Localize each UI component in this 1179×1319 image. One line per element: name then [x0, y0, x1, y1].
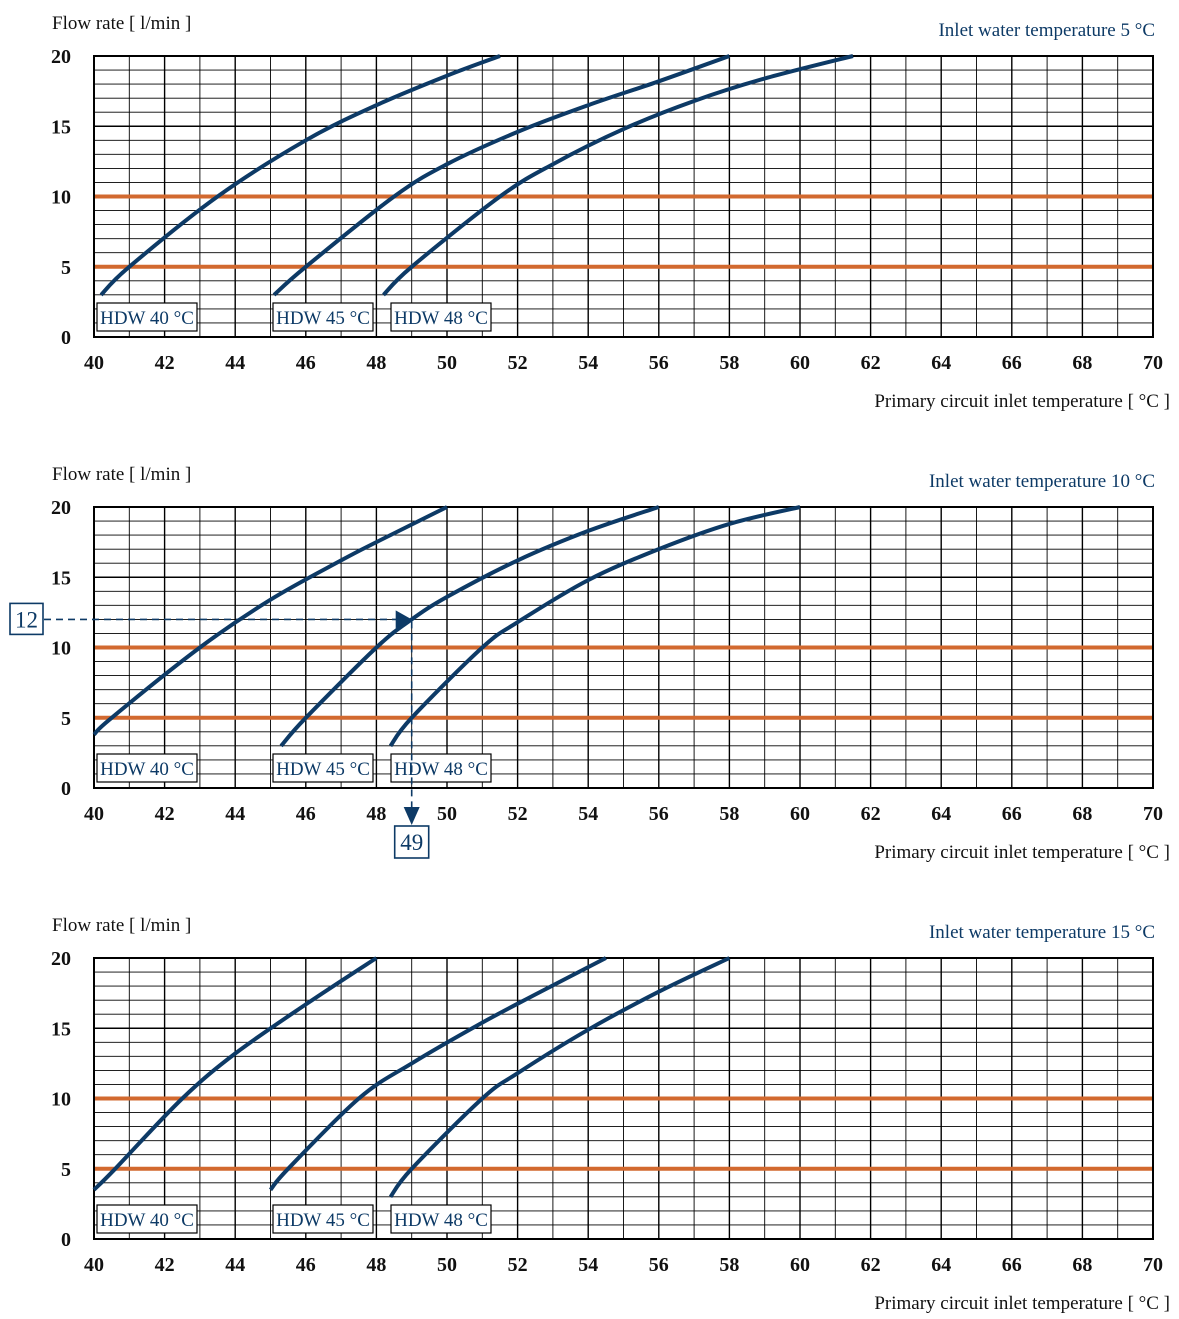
- chart-panel-2: Flow rate [ l/min ] Inlet water temperatu…: [10, 464, 1170, 863]
- x-tick-label: 64: [931, 803, 951, 825]
- y-tick-label: 0: [61, 778, 71, 800]
- x-tick-label: 62: [861, 352, 881, 374]
- x-tick-label: 62: [861, 1254, 881, 1276]
- x-tick-label: 48: [366, 352, 386, 374]
- x-tick-label: 62: [861, 803, 881, 825]
- y-tick-label: 20: [51, 497, 71, 519]
- x-tick-label: 48: [366, 803, 386, 825]
- series-label: HDW 40 °C: [100, 308, 194, 329]
- x-tick-label: 54: [578, 1254, 598, 1276]
- y-tick-label: 5: [61, 257, 71, 279]
- annotation-temperature-value: 49: [400, 830, 423, 855]
- x-tick-label: 66: [1002, 803, 1022, 825]
- y-tick-label: 10: [51, 187, 71, 209]
- series-label: HDW 45 °C: [276, 308, 370, 329]
- series-label: HDW 48 °C: [394, 759, 488, 780]
- x-tick-label: 44: [225, 1254, 245, 1276]
- x-tick-label: 60: [790, 352, 810, 374]
- x-axis-label: Primary circuit inlet temperature [ °C ]: [874, 391, 1170, 412]
- y-tick-label: 5: [61, 1159, 71, 1181]
- y-tick-label: 15: [51, 116, 71, 138]
- x-tick-label: 42: [155, 1254, 175, 1276]
- y-tick-label: 15: [51, 567, 71, 589]
- x-tick-label: 50: [437, 352, 457, 374]
- x-axis-label: Primary circuit inlet temperature [ °C ]: [874, 842, 1170, 863]
- x-tick-label: 66: [1002, 1254, 1022, 1276]
- x-tick-label: 64: [931, 352, 951, 374]
- x-tick-label: 52: [508, 1254, 528, 1276]
- series-label: HDW 40 °C: [100, 1210, 194, 1231]
- chart-subtitle: Inlet water temperature 15 °C: [929, 922, 1155, 943]
- x-tick-label: 40: [84, 352, 104, 374]
- y-tick-label: 20: [51, 948, 71, 970]
- x-tick-label: 70: [1143, 803, 1163, 825]
- y-axis-label: Flow rate [ l/min ]: [52, 915, 191, 936]
- series-label: HDW 48 °C: [394, 308, 488, 329]
- series-label: HDW 40 °C: [100, 759, 194, 780]
- x-tick-label: 50: [437, 803, 457, 825]
- x-tick-label: 44: [225, 803, 245, 825]
- x-tick-label: 44: [225, 352, 245, 374]
- chart-panel-1: Flow rate [ l/min ] Inlet water temperatu…: [51, 13, 1170, 412]
- x-tick-label: 60: [790, 803, 810, 825]
- x-tick-label: 66: [1002, 352, 1022, 374]
- annotation-flow-value: 12: [15, 607, 38, 632]
- y-tick-label: 0: [61, 1229, 71, 1251]
- x-tick-label: 54: [578, 352, 598, 374]
- x-tick-label: 56: [649, 803, 669, 825]
- x-tick-label: 42: [155, 803, 175, 825]
- x-tick-label: 68: [1072, 352, 1092, 374]
- x-tick-label: 52: [508, 352, 528, 374]
- x-tick-label: 46: [296, 1254, 316, 1276]
- x-tick-label: 46: [296, 803, 316, 825]
- x-tick-label: 70: [1143, 1254, 1163, 1276]
- chart-panel-3: Flow rate [ l/min ] Inlet water temperatu…: [51, 915, 1170, 1314]
- y-tick-label: 5: [61, 708, 71, 730]
- x-tick-label: 68: [1072, 1254, 1092, 1276]
- x-tick-label: 56: [649, 352, 669, 374]
- series-label: HDW 45 °C: [276, 1210, 370, 1231]
- x-tick-label: 68: [1072, 803, 1092, 825]
- x-axis-label: Primary circuit inlet temperature [ °C ]: [874, 1293, 1170, 1314]
- y-axis-label: Flow rate [ l/min ]: [52, 13, 191, 34]
- x-tick-label: 58: [719, 352, 739, 374]
- y-axis-label: Flow rate [ l/min ]: [52, 464, 191, 485]
- y-tick-label: 0: [61, 327, 71, 349]
- y-tick-label: 10: [51, 638, 71, 660]
- x-tick-label: 64: [931, 1254, 951, 1276]
- x-tick-label: 70: [1143, 352, 1163, 374]
- x-tick-label: 60: [790, 1254, 810, 1276]
- x-tick-label: 48: [366, 1254, 386, 1276]
- x-tick-label: 58: [719, 1254, 739, 1276]
- x-tick-label: 40: [84, 803, 104, 825]
- x-tick-label: 58: [719, 803, 739, 825]
- x-tick-label: 50: [437, 1254, 457, 1276]
- y-tick-label: 20: [51, 46, 71, 68]
- y-tick-label: 15: [51, 1018, 71, 1040]
- x-tick-label: 54: [578, 803, 598, 825]
- series-label: HDW 48 °C: [394, 1210, 488, 1231]
- x-tick-label: 46: [296, 352, 316, 374]
- chart-subtitle: Inlet water temperature 10 °C: [929, 471, 1155, 492]
- series-label: HDW 45 °C: [276, 759, 370, 780]
- x-tick-label: 52: [508, 803, 528, 825]
- arrow-down-icon: [404, 807, 420, 825]
- x-tick-label: 56: [649, 1254, 669, 1276]
- x-tick-label: 42: [155, 352, 175, 374]
- chart-subtitle: Inlet water temperature 5 °C: [938, 20, 1155, 41]
- y-tick-label: 10: [51, 1089, 71, 1111]
- x-tick-label: 40: [84, 1254, 104, 1276]
